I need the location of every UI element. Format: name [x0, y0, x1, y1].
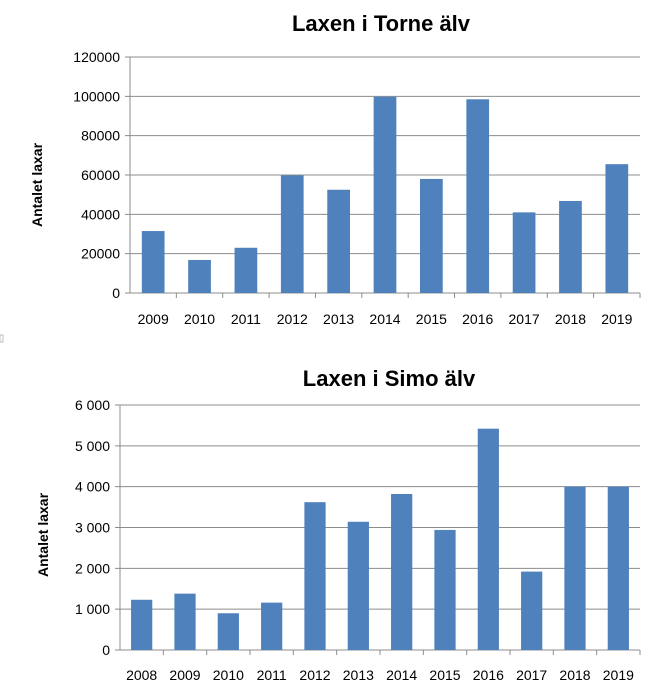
bar-2019	[607, 486, 629, 650]
y-axis-label: Antalet laxar	[29, 142, 45, 227]
y-tick-label: 3 000	[75, 520, 110, 536]
y-tick-label: 5 000	[75, 438, 110, 454]
bars	[141, 96, 629, 294]
bar-2015	[420, 178, 443, 293]
bar-2014	[373, 96, 397, 293]
x-tick-label: 2008	[126, 667, 157, 683]
x-tick-label: 2019	[603, 667, 634, 683]
x-tick-label: 2011	[257, 667, 287, 683]
bar-2014	[391, 494, 413, 650]
y-tick-label: 6 000	[75, 397, 110, 413]
bar-2013	[327, 189, 350, 293]
y-tick-label: 80000	[81, 128, 120, 144]
bar-2012	[304, 502, 326, 650]
bar-2018	[559, 200, 582, 293]
y-tick-label: 120000	[73, 49, 120, 65]
bar-2010	[188, 259, 211, 293]
y-tick-label: 60000	[81, 167, 120, 183]
y-tick-label: 100000	[73, 88, 120, 104]
chart-simo: Laxen i Simo älv Antalet laxar 0 1 000 2 0…	[35, 366, 641, 683]
x-tick-label: 2014	[369, 311, 400, 327]
x-tick-label: 2011	[231, 311, 261, 327]
x-tick-labels: 2009 2010 2011 2012 2013 2014 2015 2016 2017 2018…	[138, 311, 633, 327]
x-tick-label: 2012	[299, 667, 330, 683]
bar-2017	[512, 212, 536, 293]
x-tick-label: 2019	[601, 311, 632, 327]
y-tick-label: 40000	[81, 206, 120, 222]
gridlines	[115, 404, 641, 655]
x-tick-label: 2013	[343, 667, 374, 683]
x-tick-label: 2018	[559, 667, 590, 683]
y-tick-labels: 0 1 000 2 000 3 000 4 000 5 000 6 000	[75, 397, 110, 658]
y-tick-labels: 0 20000 40000 60000 80000 100000 120000	[73, 49, 120, 301]
chart-torne: Laxen i Torne älv Antalet laxar 0 20000 40…	[29, 11, 641, 327]
x-tick-label: 2012	[277, 311, 308, 327]
bar-2008	[131, 599, 153, 650]
y-tick-label: 0	[112, 285, 120, 301]
y-axis-label: Antalet laxar	[35, 492, 51, 577]
x-tick-label: 2010	[213, 667, 244, 683]
x-tick-label: 2017	[516, 667, 547, 683]
x-tick-label: 2009	[169, 667, 200, 683]
bar-2009	[174, 593, 196, 650]
bar-2013	[347, 521, 369, 650]
stray-mark	[0, 334, 4, 343]
x-tick-label: 2009	[138, 311, 169, 327]
y-tick-label: 1 000	[75, 601, 110, 617]
bar-2016	[466, 99, 490, 294]
y-tick-label: 4 000	[75, 479, 110, 495]
bar-2009	[141, 231, 165, 293]
bar-2011	[261, 602, 283, 650]
bar-2012	[280, 175, 304, 293]
y-tick-label: 2 000	[75, 560, 110, 576]
y-tick-label: 20000	[81, 246, 120, 262]
x-tick-label: 2014	[386, 667, 417, 683]
bar-2011	[234, 247, 258, 293]
x-tick-label: 2017	[509, 311, 540, 327]
chart-title: Laxen i Simo älv	[303, 366, 476, 391]
y-tick-label: 0	[102, 642, 110, 658]
x-tick-label: 2015	[416, 311, 447, 327]
bar-2019	[605, 164, 629, 293]
x-tick-label: 2010	[184, 311, 215, 327]
bar-2010	[217, 613, 239, 650]
bar-2018	[564, 486, 586, 650]
x-tick-labels: 2008 2009 2010 2011 2012 2013 2014 2015 2016 2017…	[126, 667, 634, 683]
chart-title: Laxen i Torne älv	[292, 11, 471, 36]
x-tick-label: 2016	[473, 667, 504, 683]
bar-2015	[434, 529, 456, 650]
x-tick-label: 2013	[323, 311, 354, 327]
bars	[131, 428, 629, 650]
x-tick-label: 2016	[462, 311, 493, 327]
bar-2016	[477, 428, 499, 650]
x-tick-label: 2015	[429, 667, 460, 683]
bar-2017	[521, 571, 543, 650]
x-tick-label: 2018	[555, 311, 586, 327]
